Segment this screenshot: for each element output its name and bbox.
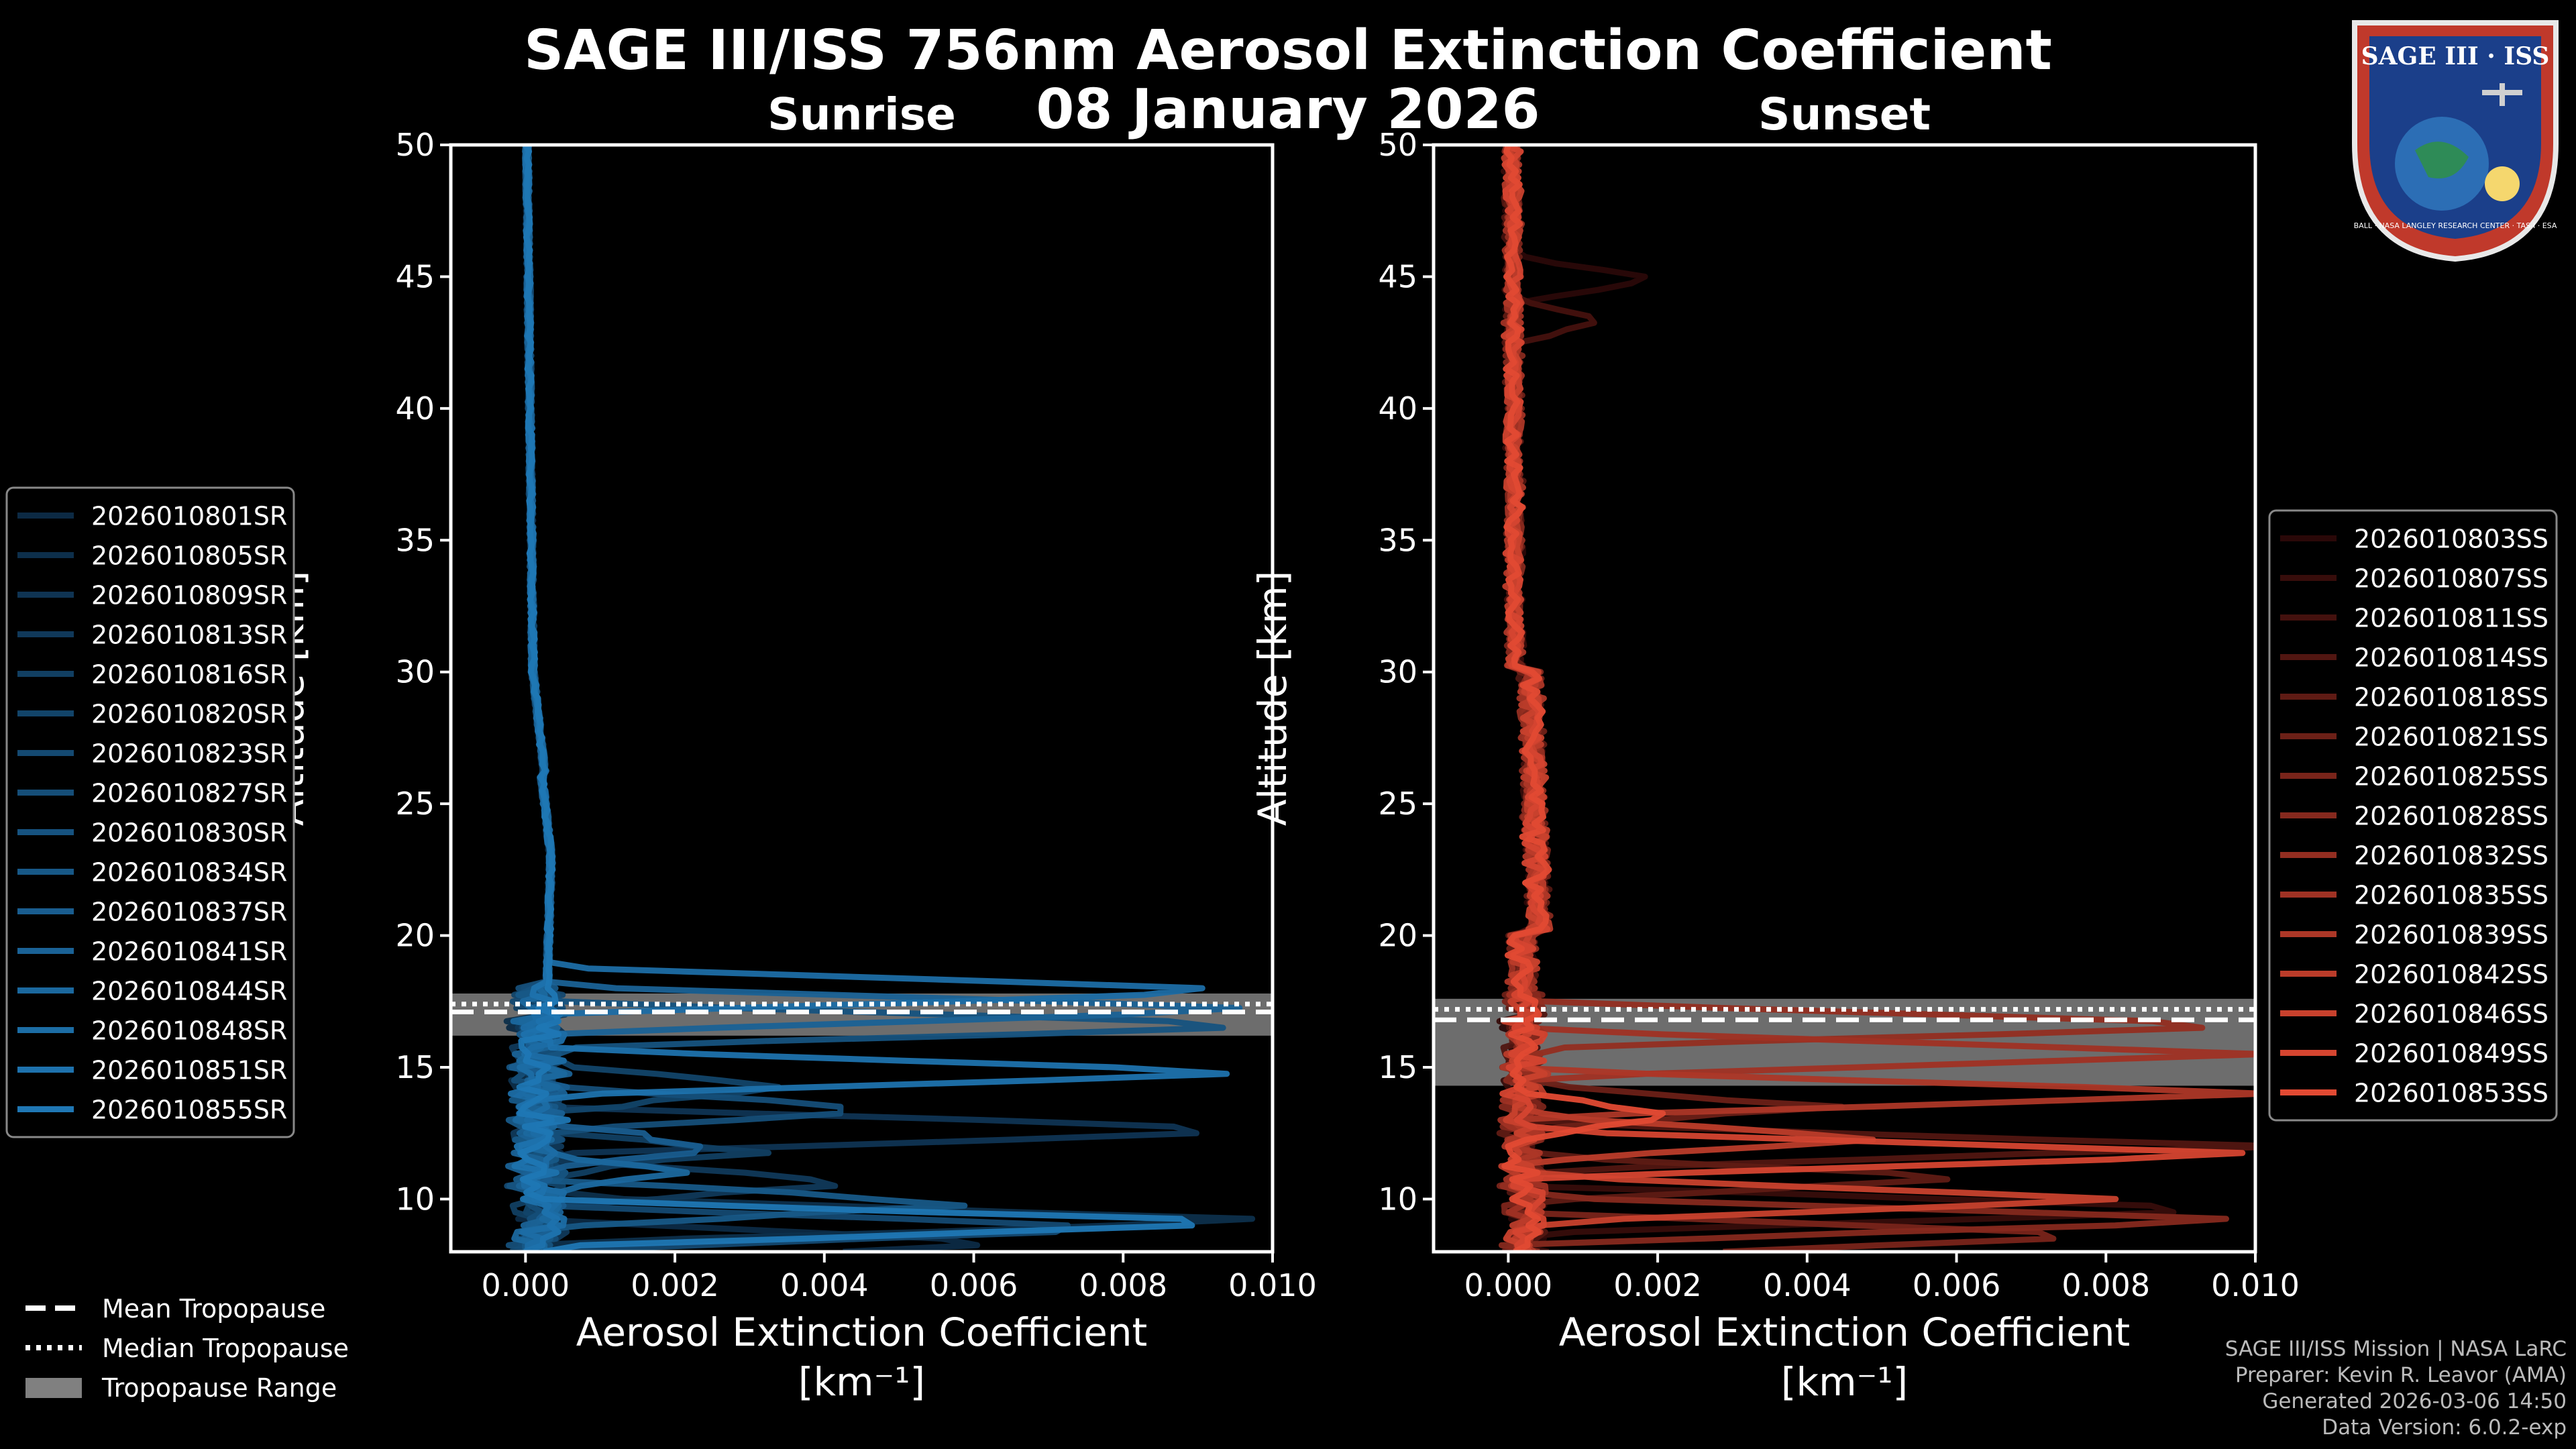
sr-legend-label: 2026010844SR <box>91 977 287 1006</box>
ss-y-tick-label: 30 <box>1378 654 1417 690</box>
sr-legend-label: 2026010830SR <box>91 818 287 848</box>
sr-legend-label: 2026010841SR <box>91 937 287 967</box>
ss-x-tick-label: 0.000 <box>1464 1267 1553 1303</box>
ss-series-legend-box <box>2268 509 2558 1122</box>
sunset-panel-title: Sunset <box>1758 89 1931 140</box>
ss-x-tick-label: 0.006 <box>1913 1267 2001 1303</box>
legend-median-tropopause-label: Median Tropopause <box>102 1334 349 1363</box>
ss-x-axis-units: [km⁻¹] <box>1781 1359 1908 1405</box>
sr-y-tick-label: 45 <box>395 258 435 294</box>
sr-y-tick-label: 35 <box>395 522 435 558</box>
legend-mean-tropopause-label: Mean Tropopause <box>102 1294 325 1324</box>
ss-legend-label: 2026010818SS <box>2354 683 2548 712</box>
sr-y-tick-label: 10 <box>395 1181 435 1217</box>
sr-legend-label: 2026010805SR <box>91 541 287 571</box>
ss-y-tick-label: 25 <box>1378 786 1417 822</box>
sage-iii-iss-mission-logo: SAGE III · ISS BALL · NASA LANGLEY RESEA… <box>2352 20 2559 262</box>
ss-legend-label: 2026010814SS <box>2354 643 2548 673</box>
ss-legend-label: 2026010803SS <box>2354 525 2548 554</box>
sr-legend-label: 2026010827SR <box>91 779 287 808</box>
sr-x-tick-label: 0.004 <box>780 1267 869 1303</box>
ss-legend-label: 2026010835SS <box>2354 881 2548 910</box>
sr-legend-label: 2026010801SR <box>91 502 287 531</box>
credits-generated: Generated 2026-03-06 14:50 <box>2262 1389 2567 1413</box>
logo-title-text: SAGE III · ISS <box>2361 42 2550 70</box>
sr-x-tick-label: 0.006 <box>930 1267 1018 1303</box>
ss-y-tick-label: 20 <box>1378 918 1417 954</box>
sr-legend-label: 2026010816SR <box>91 660 287 690</box>
ss-y-tick-label: 45 <box>1378 258 1417 294</box>
ss-y-tick-label: 10 <box>1378 1181 1417 1217</box>
ss-legend-label: 2026010811SS <box>2354 604 2548 633</box>
ss-plot-area <box>1434 145 2255 1252</box>
ss-y-tick-label: 35 <box>1378 522 1417 558</box>
sr-series-legend-box <box>5 486 295 1138</box>
ss-legend-label: 2026010825SS <box>2354 762 2548 792</box>
ss-legend-label: 2026010821SS <box>2354 722 2548 752</box>
credits-mission: SAGE III/ISS Mission | NASA LaRC <box>2224 1337 2567 1361</box>
sr-y-tick-label: 50 <box>395 127 435 163</box>
ss-y-axis-label: Altitude [km] <box>1250 571 1295 826</box>
ss-legend-label: 2026010849SS <box>2354 1039 2548 1069</box>
sr-legend-label: 2026010855SR <box>91 1095 287 1125</box>
sr-x-tick-label: 0.002 <box>631 1267 719 1303</box>
ss-profile-2026010846SS <box>1501 145 2119 1252</box>
ss-profile-2026010853SS <box>1501 145 1666 1252</box>
sr-y-tick-label: 40 <box>395 390 435 427</box>
credits-preparer: Preparer: Kevin R. Leavor (AMA) <box>2235 1363 2567 1387</box>
credits-data-version: Data Version: 6.0.2-exp <box>2322 1415 2567 1440</box>
sr-legend-label: 2026010848SR <box>91 1016 287 1046</box>
ss-legend-label: 2026010828SS <box>2354 802 2548 831</box>
sr-legend-label: 2026010823SR <box>91 739 287 769</box>
ss-x-tick-label: 0.008 <box>2061 1267 2150 1303</box>
ss-legend-label: 2026010839SS <box>2354 920 2548 950</box>
sr-y-tick-label: 30 <box>395 654 435 690</box>
sr-x-tick-label: 0.000 <box>482 1267 570 1303</box>
ss-x-tick-label: 0.004 <box>1763 1267 1851 1303</box>
sr-y-tick-label: 15 <box>395 1049 435 1085</box>
ss-legend-label: 2026010853SS <box>2354 1079 2548 1108</box>
ss-x-tick-label: 0.010 <box>2211 1267 2300 1303</box>
sr-x-axis-units: [km⁻¹] <box>798 1359 925 1405</box>
sr-legend-label: 2026010851SR <box>91 1056 287 1085</box>
sr-legend-label: 2026010809SR <box>91 581 287 610</box>
sr-legend-label: 2026010813SR <box>91 621 287 650</box>
sr-axes-frame <box>449 143 1275 1254</box>
ss-x-tick-label: 0.002 <box>1613 1267 1702 1303</box>
legend-tropopause-range-label: Tropopause Range <box>101 1373 337 1403</box>
sr-x-axis-label: Aerosol Extinction Coefficient <box>576 1309 1148 1355</box>
ss-legend-label: 2026010842SS <box>2354 960 2548 989</box>
logo-ring-text: BALL · NASA LANGLEY RESEARCH CENTER · TA… <box>2354 221 2557 230</box>
sr-legend-label: 2026010820SR <box>91 700 287 729</box>
sunrise-panel-title: Sunrise <box>767 89 956 140</box>
sr-profile-2026010855SR <box>516 145 1195 1252</box>
sr-y-tick-label: 25 <box>395 786 435 822</box>
ss-legend-label: 2026010846SS <box>2354 1000 2548 1029</box>
sr-x-tick-label: 0.010 <box>1228 1267 1317 1303</box>
ss-legend-label: 2026010807SS <box>2354 564 2548 594</box>
chart-date: 08 January 2026 <box>1036 78 1540 142</box>
sr-legend-label: 2026010837SR <box>91 898 287 927</box>
ss-y-tick-label: 50 <box>1378 127 1417 163</box>
sr-legend-label: 2026010834SR <box>91 858 287 888</box>
legend-tropopause-range-swatch <box>25 1378 82 1398</box>
sr-y-tick-label: 20 <box>395 918 435 954</box>
ss-y-tick-label: 40 <box>1378 390 1417 427</box>
ss-y-tick-label: 15 <box>1378 1049 1417 1085</box>
ss-legend-label: 2026010832SS <box>2354 841 2548 871</box>
credits-block: SAGE III/ISS Mission | NASA LaRC Prepare… <box>2225 1336 2567 1441</box>
sr-x-tick-label: 0.008 <box>1079 1267 1167 1303</box>
ss-x-axis-label: Aerosol Extinction Coefficient <box>1559 1309 2131 1355</box>
chart-title: SAGE III/ISS 756nm Aerosol Extinction Co… <box>524 19 2052 83</box>
ss-axes-frame <box>1432 143 2257 1254</box>
sr-profile-2026010851SR <box>511 145 1230 1252</box>
sr-plot-area <box>451 145 1273 1252</box>
